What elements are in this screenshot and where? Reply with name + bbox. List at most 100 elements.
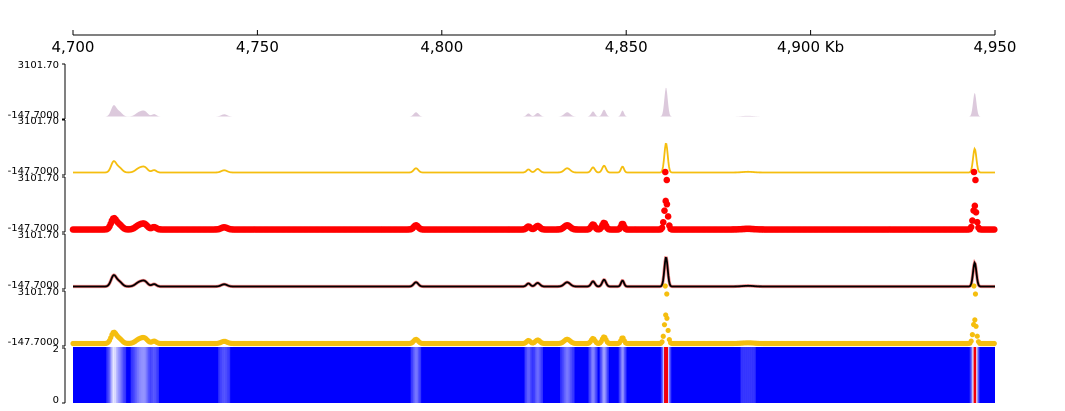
heatmap-cell bbox=[565, 347, 567, 403]
heatmap-cell bbox=[531, 347, 533, 403]
track-3: 3101.70-147.7000 bbox=[8, 168, 998, 234]
heatmap-cell bbox=[978, 347, 980, 403]
heatmap-cell bbox=[222, 347, 224, 403]
signal-point bbox=[972, 291, 979, 297]
heatmap-cell bbox=[146, 347, 148, 403]
heatmap-cell bbox=[741, 347, 743, 403]
signal-point bbox=[664, 315, 670, 321]
heatmap-cell bbox=[224, 347, 225, 403]
signal-point bbox=[664, 213, 672, 220]
x-tick-label: 4,800 bbox=[420, 38, 463, 56]
heatmap-cell bbox=[601, 347, 603, 403]
heatmap-cell bbox=[972, 347, 974, 403]
signal-point bbox=[971, 283, 977, 289]
heatmap-cell bbox=[624, 347, 626, 403]
heatmap-cell bbox=[145, 347, 146, 403]
heatmap-cell bbox=[974, 347, 976, 403]
heatmap-cell bbox=[533, 347, 534, 403]
heatmap-cell bbox=[153, 347, 155, 403]
track-4: 3101.70 -147.7000 bbox=[8, 230, 995, 291]
heatmap-cell bbox=[604, 347, 605, 403]
signal-point bbox=[968, 338, 974, 344]
heatmap-cell bbox=[222, 347, 223, 403]
heatmap-cell bbox=[121, 347, 123, 403]
heatmap-cell bbox=[534, 347, 536, 403]
x-axis: 4,700 4,750 4,800 4,850 4,900 Kb 4,950 bbox=[52, 30, 1016, 56]
heatmap-cell bbox=[149, 347, 151, 403]
heatmap-cell bbox=[570, 347, 572, 403]
heatmap-cell bbox=[158, 347, 160, 403]
heatmap-cell bbox=[595, 347, 597, 403]
heatmap-cell bbox=[418, 347, 420, 403]
heatmap-cell bbox=[592, 347, 594, 403]
heatmap-cell bbox=[970, 347, 972, 403]
heatmap-cell bbox=[625, 347, 627, 403]
heatmap-cell bbox=[417, 347, 419, 403]
signal-line bbox=[73, 256, 995, 288]
heatmap-cell bbox=[137, 347, 139, 403]
heatmap-cell bbox=[623, 347, 625, 403]
heatmap-cell bbox=[411, 347, 412, 403]
heatmap-cell bbox=[228, 347, 230, 403]
heatmap-cell bbox=[665, 347, 667, 403]
heatmap-cell bbox=[133, 347, 135, 403]
heatmap-cell bbox=[970, 347, 972, 403]
heatmap-cell bbox=[743, 347, 744, 403]
heatmap-cell bbox=[218, 347, 219, 403]
heatmap-cell bbox=[228, 347, 229, 403]
x-tick-label: 4,750 bbox=[236, 38, 279, 56]
heatmap-cell bbox=[226, 347, 228, 403]
signal-point bbox=[664, 291, 670, 297]
heatmap-cell bbox=[525, 347, 526, 403]
heatmap-cell bbox=[529, 347, 530, 403]
heatmap-cell bbox=[145, 347, 147, 403]
heatmap-cell bbox=[567, 347, 569, 403]
x-tick-label: 4,900 Kb bbox=[777, 38, 844, 56]
heatmap-cell bbox=[107, 347, 109, 403]
heatmap-cell bbox=[749, 347, 751, 403]
heatmap-cell bbox=[120, 347, 121, 403]
heatmap-cell bbox=[568, 347, 570, 403]
heatmap-cell bbox=[414, 347, 416, 403]
heatmap-cell bbox=[110, 347, 111, 403]
heatmap-cell bbox=[109, 347, 111, 403]
heatmap-cell bbox=[110, 347, 112, 403]
signal-point bbox=[663, 200, 671, 208]
heatmap-cell bbox=[153, 347, 154, 403]
heatmap-cell bbox=[415, 347, 416, 403]
heatmap-cell bbox=[668, 347, 670, 403]
heatmap-cell bbox=[130, 347, 132, 403]
heatmap-cell bbox=[106, 347, 108, 403]
heatmap-cell bbox=[223, 347, 225, 403]
heatmap-cell bbox=[118, 347, 119, 403]
heatmap-cell bbox=[143, 347, 144, 403]
heatmap-cell bbox=[619, 347, 621, 403]
heatmap-cell bbox=[749, 347, 750, 403]
heatmap-cell bbox=[116, 347, 117, 403]
heatmap-cell bbox=[752, 347, 754, 403]
heatmap-cell bbox=[590, 347, 592, 403]
heatmap-cell bbox=[415, 347, 417, 403]
signal-point bbox=[659, 218, 667, 226]
heatmap-cell bbox=[535, 347, 537, 403]
heatmap-cell bbox=[124, 347, 125, 403]
heatmap-cell bbox=[137, 347, 138, 403]
track-ymin-label: -147.7000 bbox=[8, 110, 59, 121]
heatmap-cell bbox=[152, 347, 154, 403]
heatmap-cell bbox=[600, 347, 601, 403]
heatmap-cell bbox=[664, 347, 666, 403]
heatmap-cell bbox=[569, 347, 571, 403]
heatmap-cell bbox=[114, 347, 115, 403]
track-ymax-label: 3101.70 bbox=[18, 116, 59, 127]
heatmap-cell bbox=[740, 347, 742, 403]
heatmap-cell bbox=[606, 347, 607, 403]
heatmap-cell bbox=[413, 347, 415, 403]
heatmap-cell bbox=[536, 347, 538, 403]
heatmap-cell bbox=[150, 347, 152, 403]
heatmap-cell bbox=[592, 347, 594, 403]
heatmap-cell bbox=[151, 347, 152, 403]
track-ymax-label: 3101.70 bbox=[18, 230, 59, 241]
signal-point bbox=[661, 322, 668, 328]
heatmap-cell bbox=[224, 347, 226, 403]
